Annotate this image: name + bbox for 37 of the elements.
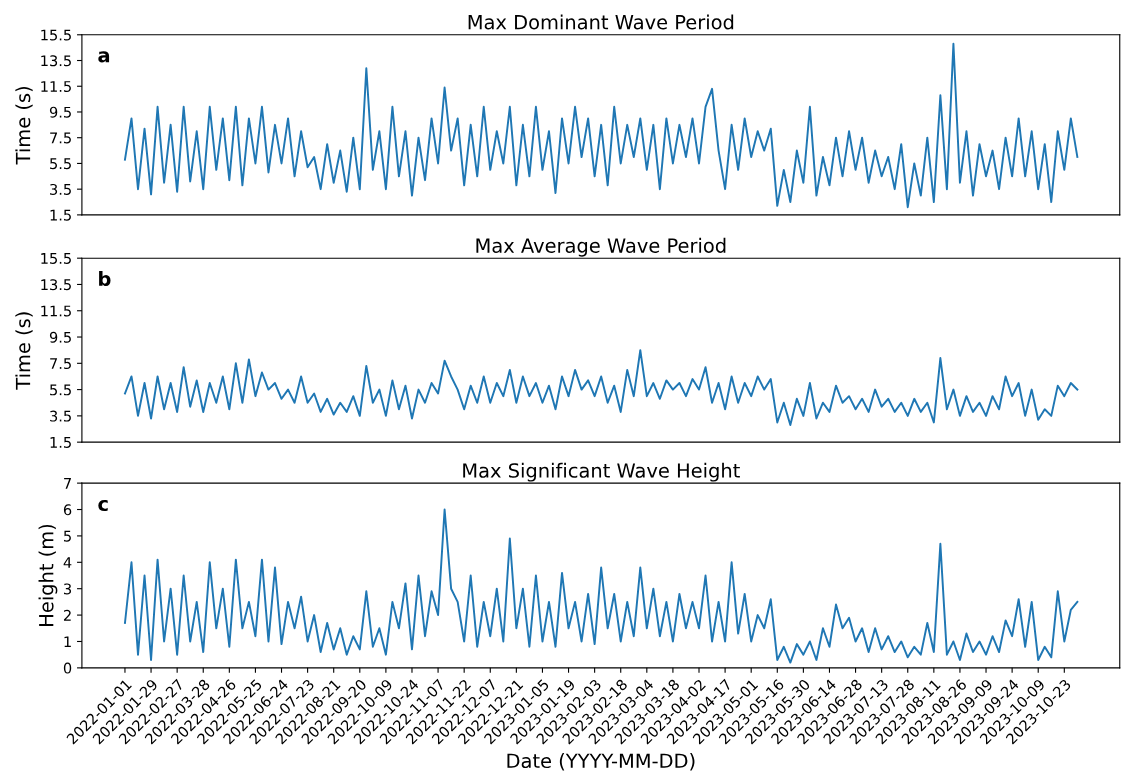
chart-title: Max Average Wave Period: [476, 237, 726, 257]
y-tick-label: 4: [63, 557, 72, 568]
y-tick-label: 0: [63, 662, 72, 674]
y-tick-label: 1: [64, 636, 71, 648]
text: a: [98, 51, 110, 63]
y-tick-label: 13.5: [41, 279, 71, 291]
y-tick-label: 6: [63, 504, 72, 516]
y-tick-label: 5.5: [50, 158, 71, 170]
y-axis-title: Height (m): [38, 524, 58, 626]
y-tick-label: 3.5: [50, 410, 71, 422]
chart-title: Max Significant Wave Height: [463, 462, 740, 482]
y-axis-title: Time (s): [15, 312, 33, 390]
chart-title: Max Dominant Wave Period: [468, 14, 734, 30]
y-tick-label: 5.5: [50, 384, 71, 396]
text: c: [98, 499, 108, 512]
line-series: [123, 508, 1079, 664]
y-tick-label: 7.5: [50, 132, 71, 144]
y-tick-label: 11.5: [41, 305, 71, 317]
line-series: [123, 42, 1079, 209]
y-tick-label: 1.5: [50, 437, 71, 448]
y-tick-label: 9.5: [49, 106, 71, 118]
y-tick-label: 11.5: [41, 81, 71, 92]
y-tick-label: 15.5: [41, 253, 71, 264]
y-tick-label: 13.5: [41, 55, 71, 67]
text: b: [99, 271, 111, 287]
y-tick-label: 1.5: [50, 209, 71, 221]
x-axis-title: Date (YYYY-MM-DD): [507, 753, 695, 771]
line-series: [123, 349, 1079, 427]
y-tick-label: 2: [63, 609, 71, 621]
y-tick-label: 3.5: [50, 183, 71, 195]
y-tick-label: 7.5: [50, 358, 71, 370]
y-tick-label: 5: [64, 530, 71, 542]
y-axis-title: Time (s): [15, 86, 33, 165]
y-tick-label: 9.5: [49, 331, 71, 343]
y-tick-label: 15.5: [41, 29, 71, 41]
y-tick-label: 3: [64, 583, 72, 595]
y-tick-label: 7: [64, 478, 71, 489]
